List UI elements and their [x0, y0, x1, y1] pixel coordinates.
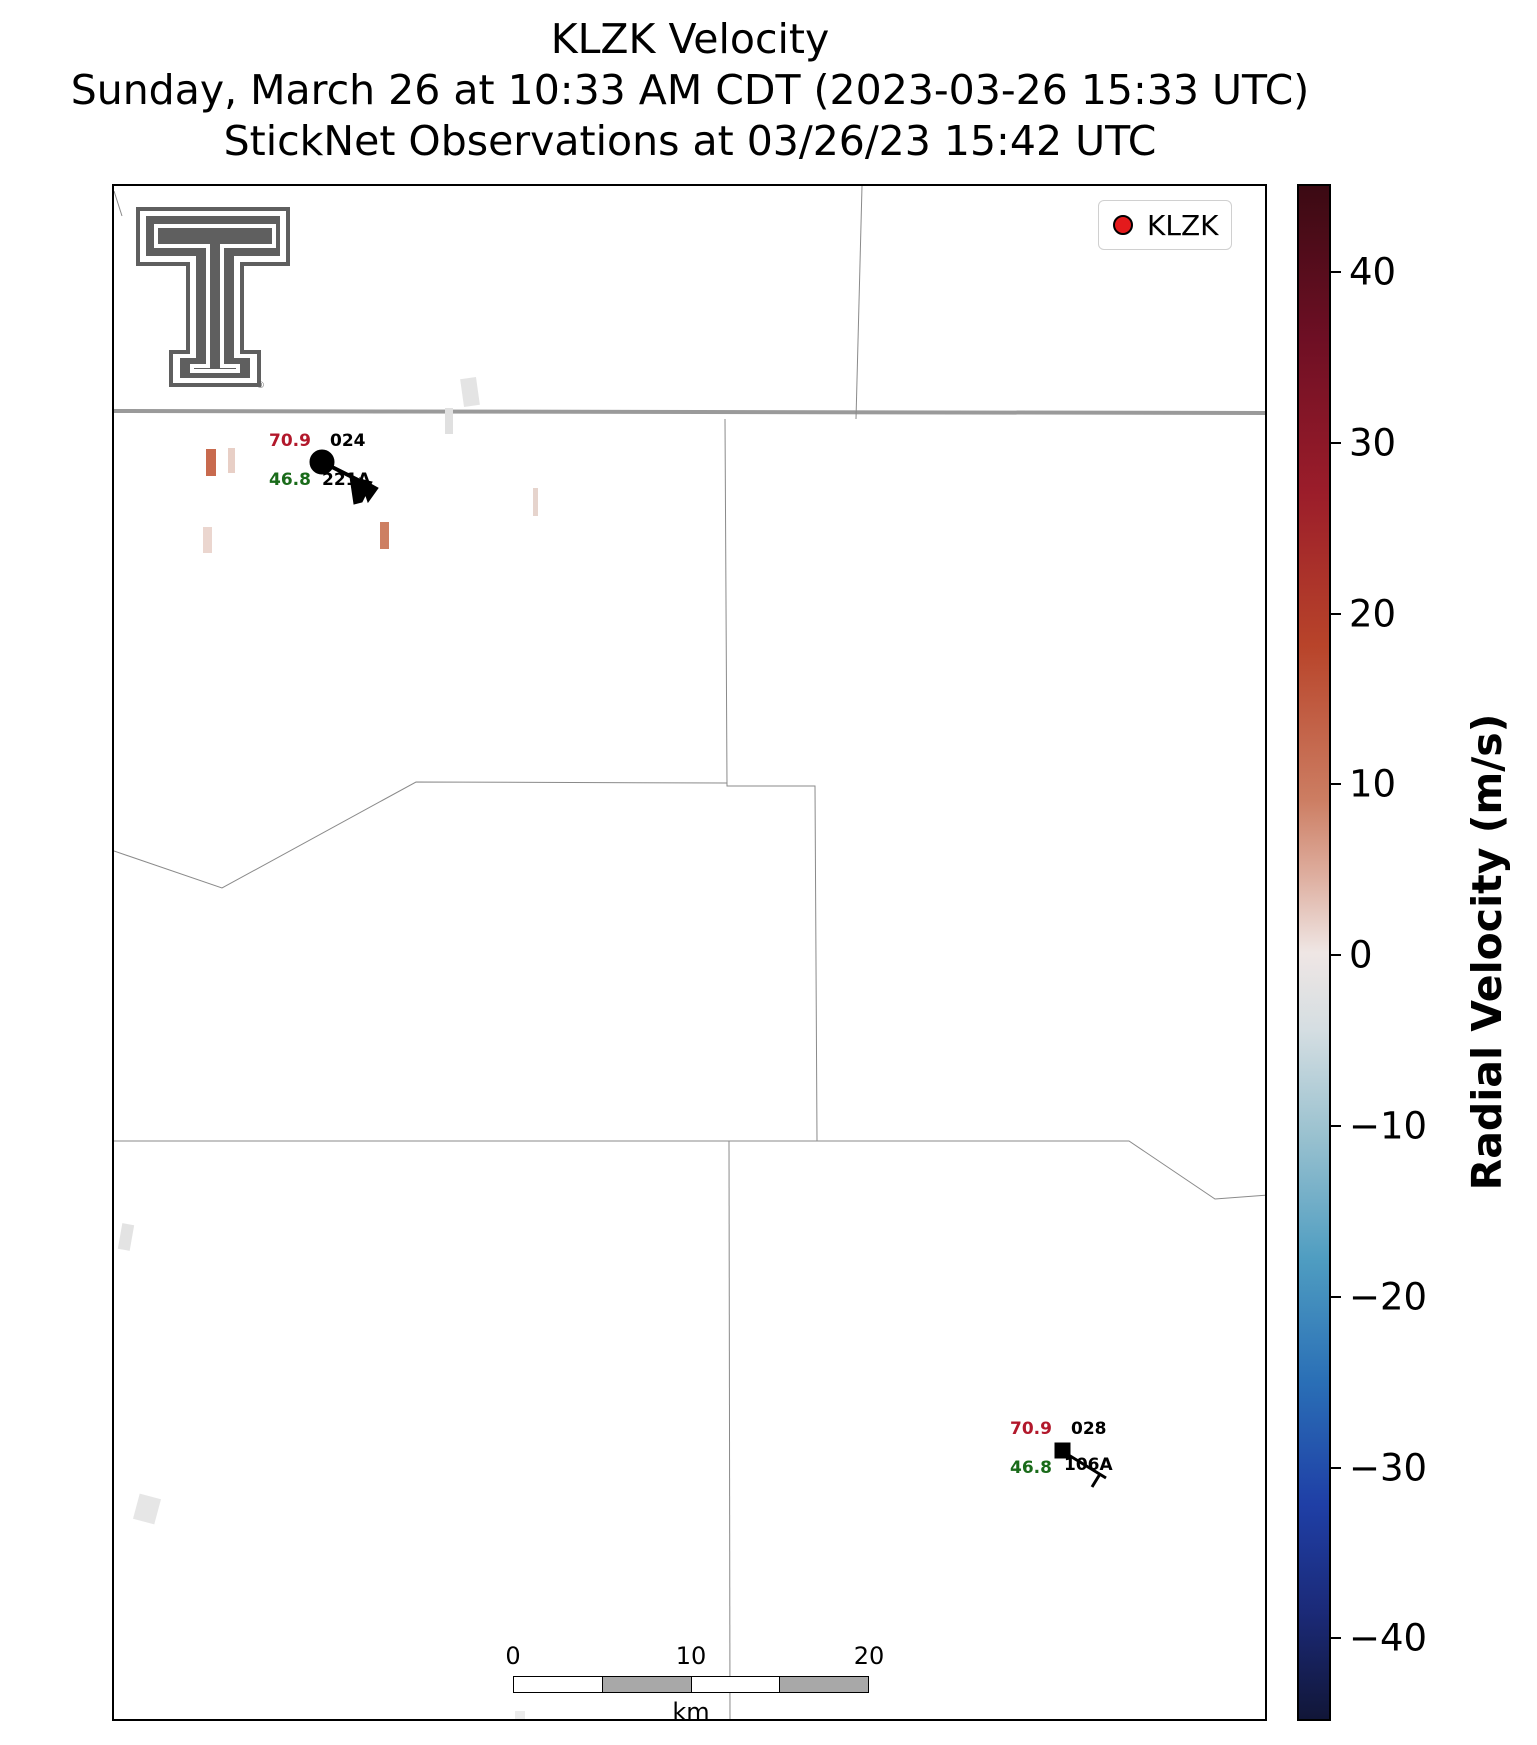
scale-tick-20: 20 [853, 1642, 885, 1670]
station-024-dewpoint: 46.8 [269, 470, 311, 490]
station-024-id: 024 [330, 431, 366, 451]
radar-site-marker-icon [1113, 215, 1133, 235]
colorbar-tick [1331, 1125, 1341, 1127]
colorbar-tick [1331, 613, 1341, 615]
county-lines [114, 186, 1265, 1719]
station-028-id: 028 [1071, 1419, 1107, 1439]
colorbar-tick [1331, 1296, 1341, 1298]
velocity-gate [460, 377, 480, 407]
legend-label: KLZK [1147, 208, 1219, 242]
svg-text:®: ® [256, 381, 265, 390]
scale-tick-0: 0 [505, 1642, 521, 1670]
title-radar-product: KLZK Velocity [550, 15, 830, 63]
velocity-colorbar [1297, 184, 1331, 1721]
station-028-temperature: 70.9 [1010, 1419, 1052, 1439]
title-observation-time: StickNet Observations at 03/26/23 15:42 … [223, 117, 1157, 165]
velocity-gate [203, 527, 212, 553]
scale-bar: 0 10 20 km [505, 1642, 884, 1719]
texas-tech-double-t-logo: ® [134, 206, 298, 394]
colorbar-label-30: 30 [1349, 421, 1397, 465]
map-canvas [114, 186, 1265, 1719]
colorbar-label-20: 20 [1349, 592, 1397, 636]
station-024-code: 221A [322, 470, 371, 490]
title-scan-time: Sunday, March 26 at 10:33 AM CDT (2023-0… [70, 66, 1310, 114]
radar-returns [117, 377, 538, 1719]
velocity-gate [117, 1223, 135, 1251]
station-024-temperature: 70.9 [269, 431, 311, 451]
colorbar-tick [1331, 954, 1341, 956]
colorbar-tick [1331, 1637, 1341, 1639]
colorbar-label-neg30: −30 [1349, 1446, 1428, 1490]
map-panel[interactable]: ® KLZK 70.9 024 46.8 221A 70.9 028 46.8 … [112, 184, 1267, 1721]
state-border [114, 409, 1265, 415]
velocity-gate [445, 408, 453, 434]
colorbar-tick [1331, 783, 1341, 785]
scale-bar-segments [513, 1676, 869, 1693]
colorbar-label-0: 0 [1349, 933, 1373, 977]
station-028-dewpoint: 46.8 [1010, 1458, 1052, 1478]
colorbar-tick [1331, 442, 1341, 444]
colorbar-label-neg10: −10 [1349, 1104, 1428, 1148]
scale-unit: km [672, 1698, 710, 1721]
colorbar-tick [1331, 271, 1341, 273]
velocity-gate [206, 449, 216, 476]
colorbar-title: Radial Velocity (m/s) [1463, 713, 1511, 1191]
velocity-gate [228, 448, 235, 473]
velocity-gate [380, 522, 389, 549]
colorbar-label-40: 40 [1349, 250, 1397, 294]
velocity-gate [133, 1493, 161, 1525]
scale-tick-10: 10 [675, 1642, 707, 1670]
colorbar-label-neg40: −40 [1349, 1616, 1428, 1660]
wind-barb-station-024 [309, 449, 379, 505]
velocity-gate [515, 1711, 525, 1719]
colorbar-tick [1331, 1467, 1341, 1469]
velocity-gate [533, 488, 538, 516]
station-028-code: 106A [1064, 1455, 1113, 1475]
map-title: KLZK Velocity Sunday, March 26 at 10:33 … [0, 14, 1380, 167]
colorbar-label-neg20: −20 [1349, 1275, 1428, 1319]
map-legend: KLZK [1098, 200, 1232, 250]
wind-barb-station-028 [1054, 1442, 1107, 1488]
colorbar-label-10: 10 [1349, 762, 1397, 806]
